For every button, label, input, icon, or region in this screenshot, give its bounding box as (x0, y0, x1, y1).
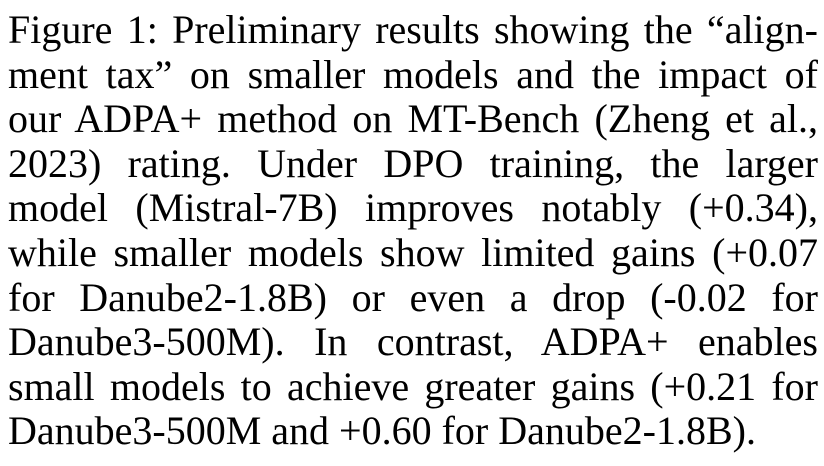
caption-line-9: small models to achieve greater gains (+… (8, 363, 818, 409)
caption-line-2: ment tax” on smaller models and the impa… (8, 51, 818, 97)
caption-line-1: Figure 1: Preliminary results showing th… (8, 7, 818, 52)
caption-line-5: model (Mistral-7B) improves notably (+0.… (8, 185, 818, 231)
figure-caption: Figure 1: Preliminary results showing th… (8, 7, 818, 454)
caption-line-7: for Danube2-1.8B) or even a drop (-0.02 … (8, 274, 818, 320)
caption-line-10: Danube3-500M and +0.60 for Danube2-1.8B)… (8, 408, 756, 454)
caption-line-3: our ADPA+ method on MT-Bench (Zheng et a… (8, 96, 818, 142)
caption-line-8: Danube3-500M). In contrast, ADPA+ enable… (8, 319, 818, 365)
caption-line-4: 2023) rating. Under DPO training, the la… (8, 140, 818, 186)
caption-line-6: while smaller models show limited gains … (8, 229, 818, 275)
